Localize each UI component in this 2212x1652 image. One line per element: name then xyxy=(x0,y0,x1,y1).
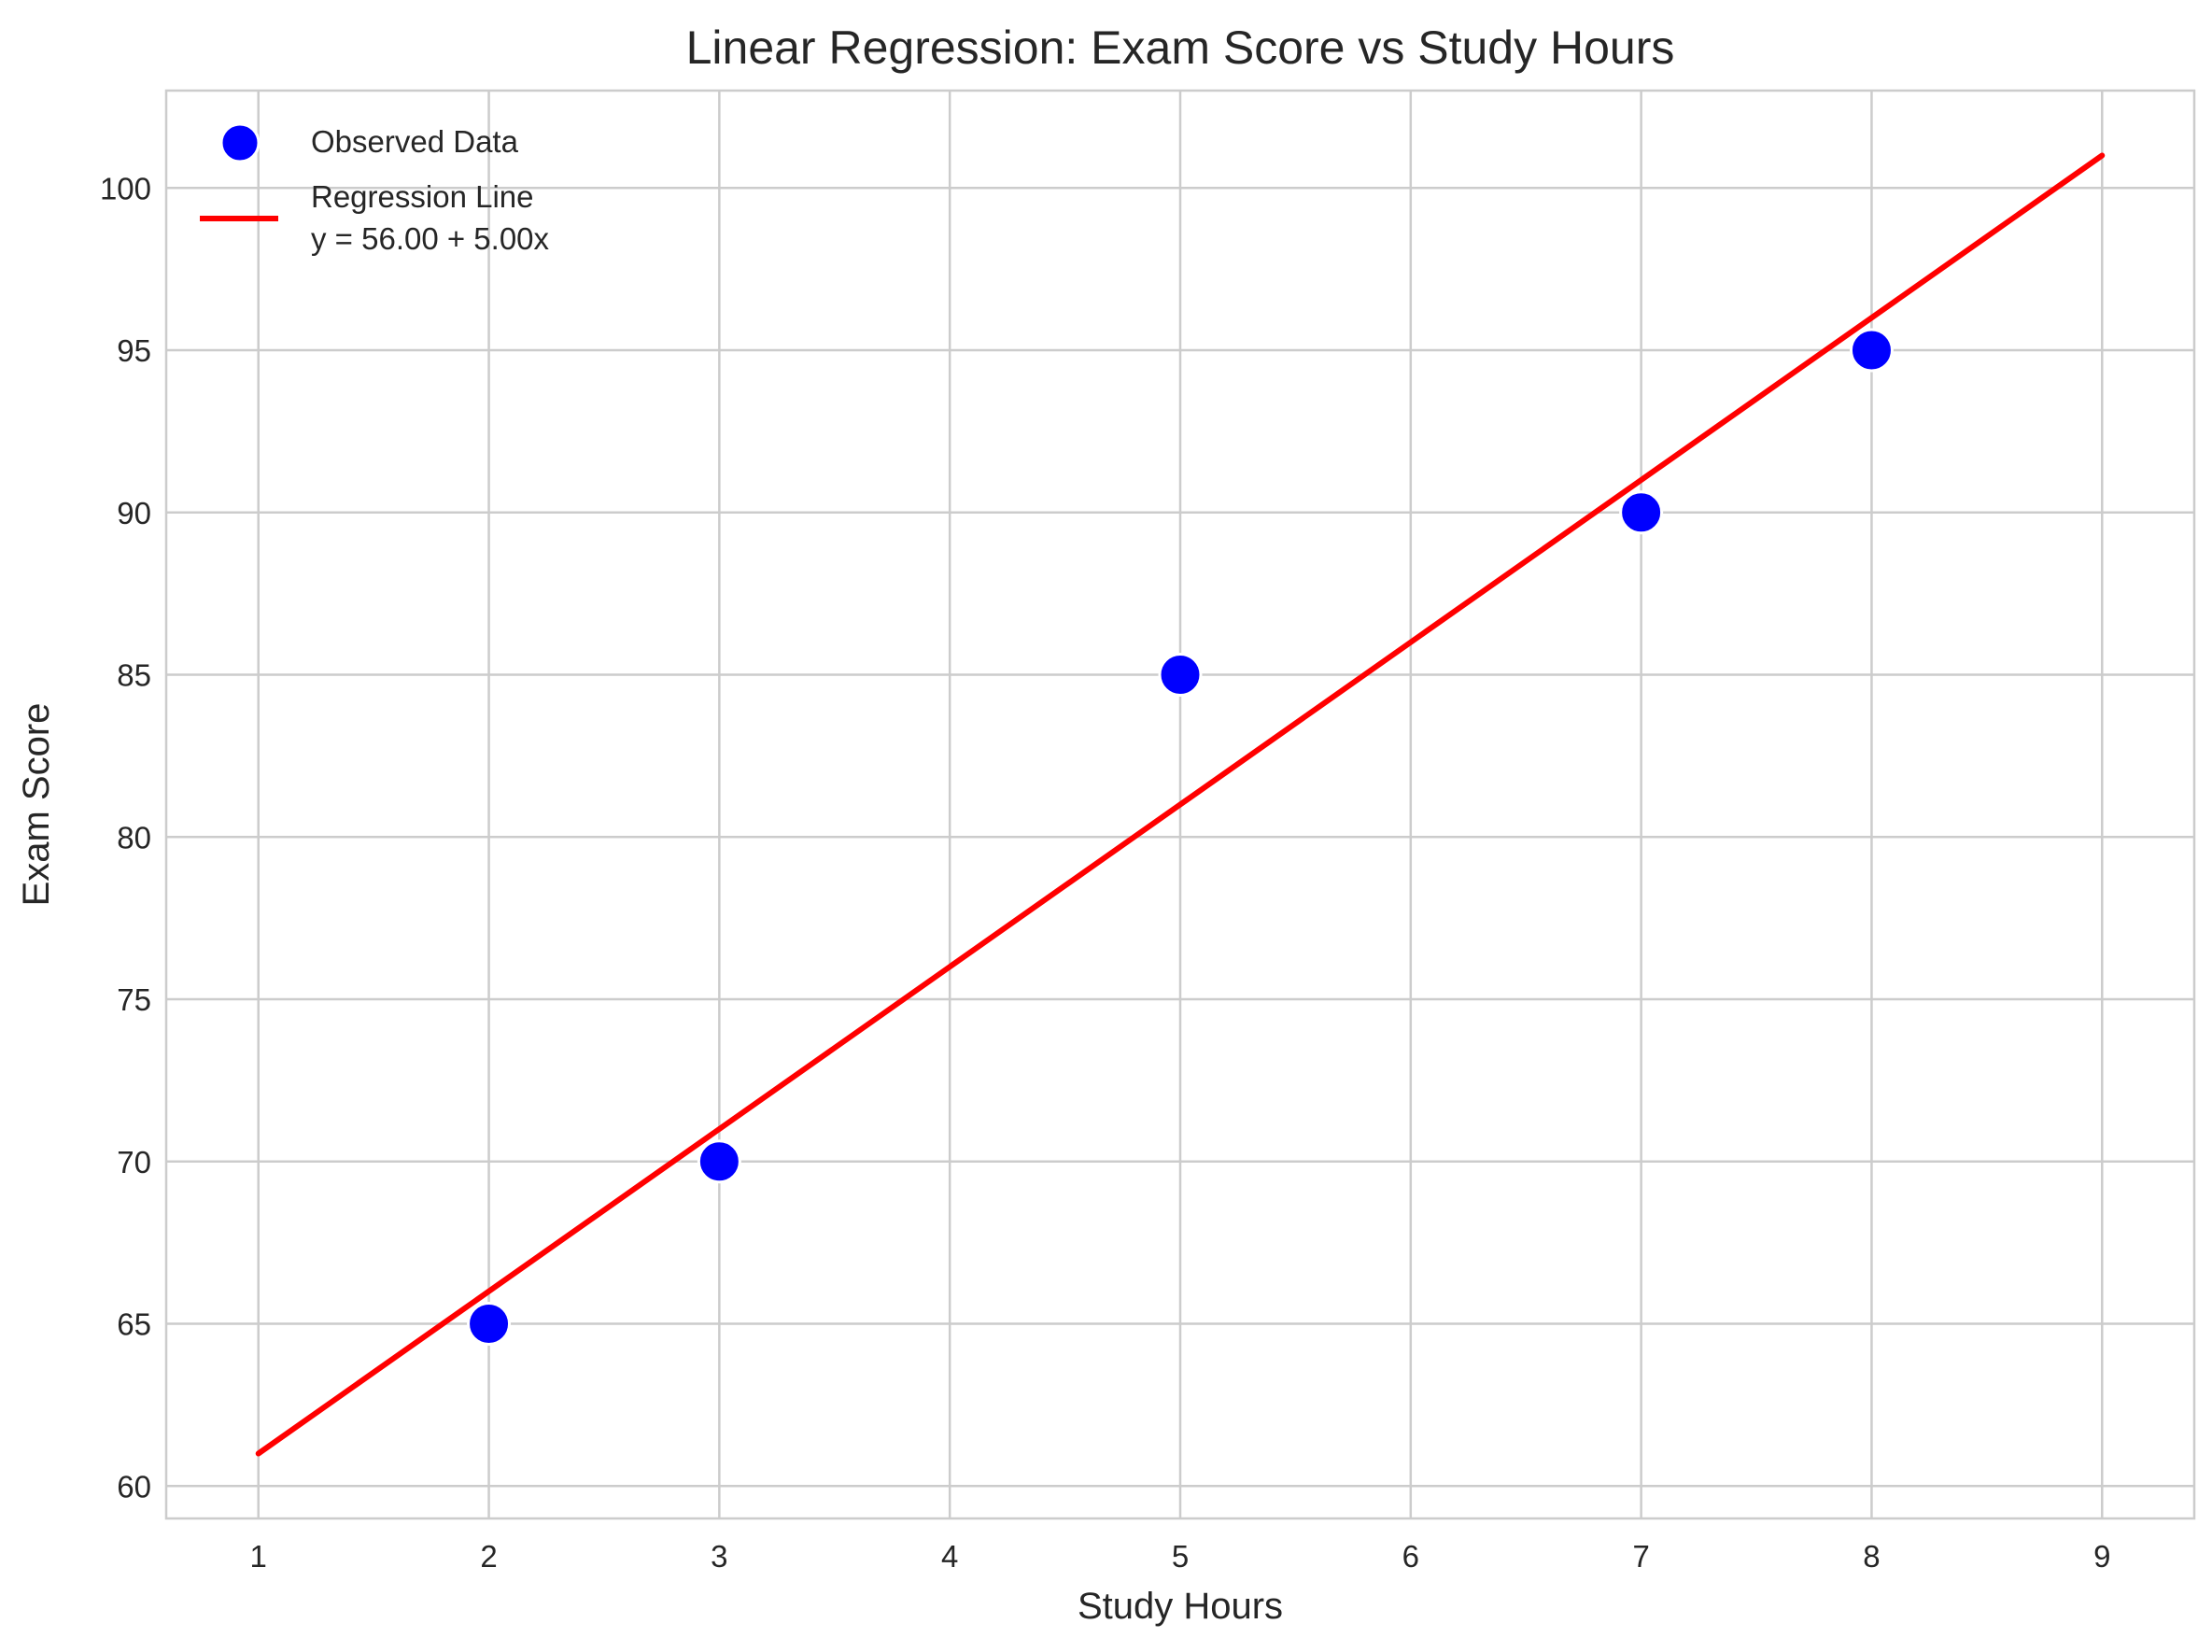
data-point xyxy=(697,1139,741,1184)
y-tick-label: 95 xyxy=(117,333,151,368)
plot-area-frame xyxy=(164,89,2196,1520)
legend-label-regression-equation: y = 56.00 + 5.00x xyxy=(311,221,550,256)
data-point xyxy=(1849,328,1894,373)
y-tick-label: 65 xyxy=(117,1307,151,1342)
data-point xyxy=(1158,653,1203,697)
chart-title: Linear Regression: Exam Score vs Study H… xyxy=(686,21,1675,74)
x-tick-label: 2 xyxy=(480,1539,497,1574)
x-axis-label: Study Hours xyxy=(1078,1586,1283,1627)
y-axis-label: Exam Score xyxy=(16,703,57,907)
data-point xyxy=(1619,490,1664,535)
y-tick-label: 60 xyxy=(117,1469,151,1504)
x-tick-label: 6 xyxy=(1402,1539,1419,1574)
y-tick-label: 80 xyxy=(117,820,151,854)
x-tick-label: 3 xyxy=(711,1539,727,1574)
y-tick-label: 85 xyxy=(117,658,151,693)
legend-marker-observed-data xyxy=(219,122,261,163)
y-tick-label: 75 xyxy=(117,982,151,1017)
legend-label-regression-line: Regression Line xyxy=(311,179,533,214)
x-tick-label: 9 xyxy=(2093,1539,2110,1574)
legend-label-observed-data: Observed Data xyxy=(311,124,519,159)
x-tick-label: 7 xyxy=(1632,1539,1649,1574)
y-tick-label: 90 xyxy=(117,496,151,530)
y-tick-label: 70 xyxy=(117,1145,151,1179)
x-tick-label: 5 xyxy=(1172,1539,1189,1574)
x-tick-label: 4 xyxy=(941,1539,958,1574)
data-marks xyxy=(255,152,2106,1457)
x-tick-label: 1 xyxy=(250,1539,267,1574)
data-point xyxy=(467,1302,512,1346)
x-tick-label: 8 xyxy=(1863,1539,1880,1574)
regression-line xyxy=(255,152,2106,1457)
legend: Observed Data Regression Line y = 56.00 … xyxy=(200,122,550,256)
y-tick-label: 100 xyxy=(100,171,151,205)
axis-ticks: 1 2 3 4 5 6 7 8 9 60 65 70 75 80 85 90 95 100 xyxy=(100,171,2111,1574)
